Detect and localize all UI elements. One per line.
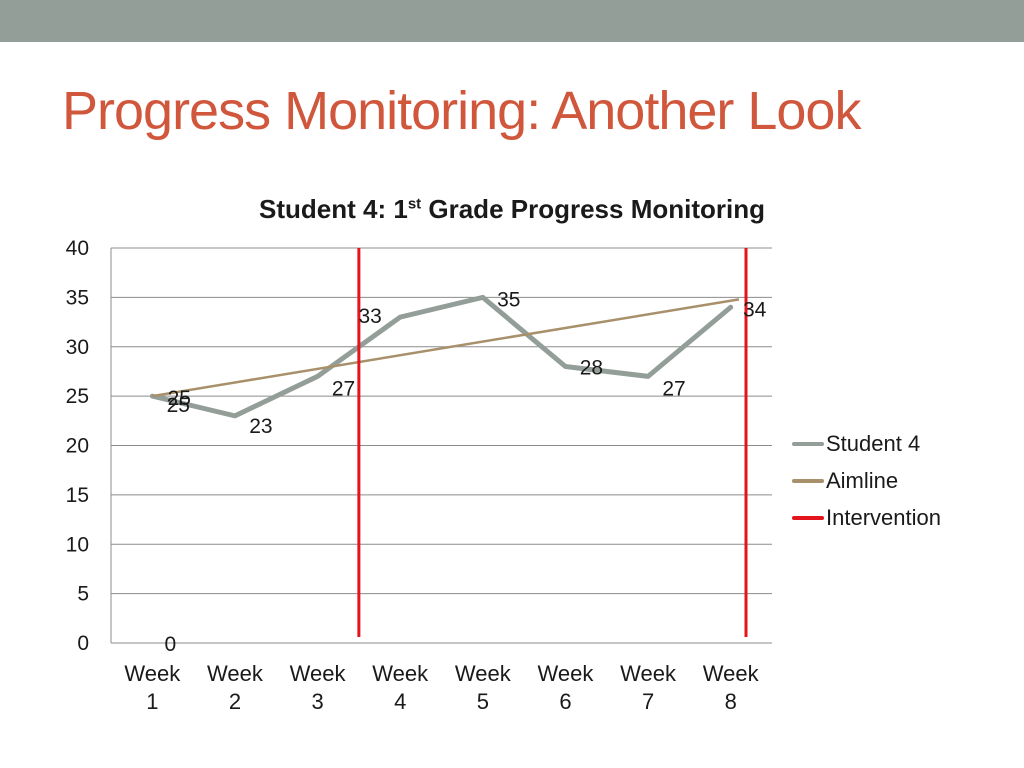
y-tick-label-35: 35 bbox=[66, 286, 89, 309]
slide-title: Progress Monitoring: Another Look bbox=[62, 81, 861, 141]
chart-title: Student 4: 1st Grade Progress Monitoring bbox=[0, 194, 1024, 225]
data-label-week-1: 25 bbox=[167, 394, 190, 417]
x-tick-label-1-line1: Week bbox=[124, 661, 181, 686]
legend: Student 4 Aimline Intervention bbox=[792, 425, 941, 536]
data-label-week-3: 27 bbox=[332, 377, 355, 400]
legend-item-student: Student 4 bbox=[792, 425, 941, 462]
chart-title-rest: Grade Progress Monitoring bbox=[421, 194, 765, 224]
legend-swatch-intervention bbox=[792, 515, 824, 520]
y-tick-label-30: 30 bbox=[66, 336, 89, 359]
y-tick-label-20: 20 bbox=[66, 435, 89, 458]
x-tick-label-6-line1: Week bbox=[538, 661, 595, 686]
y-tick-label-5: 5 bbox=[77, 583, 89, 606]
data-label-week-2: 23 bbox=[249, 415, 272, 438]
legend-label-aimline: Aimline bbox=[826, 467, 899, 493]
data-label-week-6: 28 bbox=[580, 357, 603, 380]
x-tick-label-3-line2: 3 bbox=[311, 689, 323, 714]
y-tick-label-25: 25 bbox=[66, 385, 89, 408]
x-tick-label-1-line2: 1 bbox=[146, 689, 158, 714]
x-tick-label-7-line1: Week bbox=[620, 661, 677, 686]
y-tick-label-40: 40 bbox=[66, 237, 89, 260]
aimline-label-start: 25 bbox=[168, 387, 191, 410]
x-tick-label-4-line2: 4 bbox=[394, 689, 406, 714]
legend-item-aimline: Aimline bbox=[792, 462, 941, 499]
data-label-week-4: 33 bbox=[359, 305, 382, 328]
y-tick-label-10: 10 bbox=[66, 533, 89, 556]
data-label-week-8: 34 bbox=[743, 298, 767, 321]
x-tick-label-7-line2: 7 bbox=[642, 689, 654, 714]
data-label-week-5: 35 bbox=[497, 288, 520, 311]
x-tick-label-3-line1: Week bbox=[290, 661, 347, 686]
series-line-student-4 bbox=[149, 294, 734, 419]
x-tick-label-8-line1: Week bbox=[703, 661, 760, 686]
x-tick-label-2-line1: Week bbox=[207, 661, 264, 686]
chart-title-superscript: st bbox=[407, 195, 422, 213]
x-tick-label-4-line1: Week bbox=[372, 661, 429, 686]
x-tick-label-8-line2: 8 bbox=[725, 689, 737, 714]
x-tick-label-2-line2: 2 bbox=[229, 689, 241, 714]
aimline-label-zero: 0 bbox=[164, 633, 176, 656]
y-tick-label-15: 15 bbox=[66, 484, 89, 507]
legend-swatch-student bbox=[792, 441, 824, 446]
top-bar bbox=[0, 0, 1024, 42]
data-label-week-7: 27 bbox=[662, 377, 685, 400]
x-tick-label-6-line2: 6 bbox=[559, 689, 571, 714]
y-tick-label-0: 0 bbox=[77, 632, 89, 655]
legend-swatch-aimline bbox=[792, 478, 824, 483]
x-tick-label-5-line1: Week bbox=[455, 661, 512, 686]
series-line-aimline bbox=[152, 298, 740, 398]
legend-item-intervention: Intervention bbox=[792, 499, 941, 536]
x-tick-label-5-line2: 5 bbox=[477, 689, 489, 714]
legend-label-intervention: Intervention bbox=[826, 504, 941, 530]
legend-label-student: Student 4 bbox=[826, 430, 921, 456]
chart-title-main: Student 4: 1 bbox=[259, 194, 408, 224]
